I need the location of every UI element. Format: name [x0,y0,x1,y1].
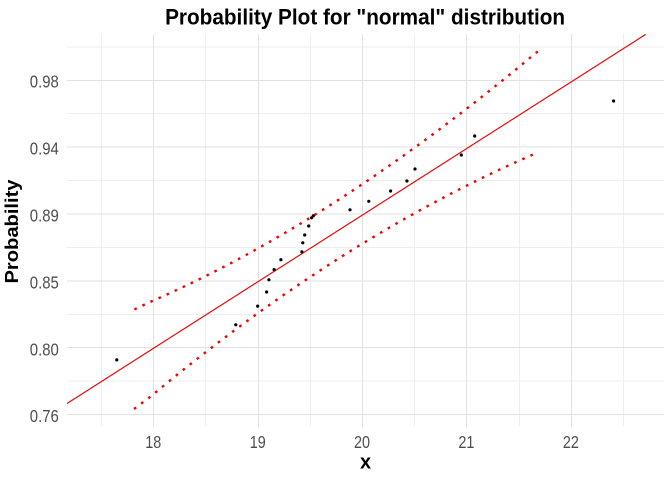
svg-text:21: 21 [458,432,474,452]
svg-text:0.80: 0.80 [30,339,59,359]
svg-text:0.89: 0.89 [30,206,59,226]
svg-text:Probability: Probability [1,179,22,284]
svg-text:Probability Plot for "normal": Probability Plot for "normal" distributi… [165,5,565,30]
svg-text:x: x [360,452,371,474]
svg-text:0.98: 0.98 [30,72,59,92]
svg-text:22: 22 [563,432,579,452]
svg-text:18: 18 [145,432,161,452]
svg-text:19: 19 [250,432,266,452]
svg-text:0.76: 0.76 [30,406,59,426]
svg-text:0.85: 0.85 [30,272,59,292]
svg-text:20: 20 [354,432,370,452]
svg-text:0.94: 0.94 [30,139,59,159]
